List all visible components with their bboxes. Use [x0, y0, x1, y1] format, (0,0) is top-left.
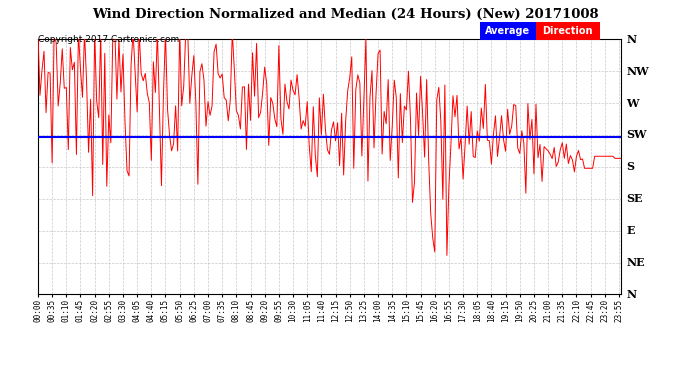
- Text: N: N: [627, 289, 637, 300]
- Text: N: N: [627, 34, 637, 45]
- Text: E: E: [627, 225, 635, 236]
- Text: NE: NE: [627, 257, 645, 268]
- Text: S: S: [627, 161, 635, 172]
- Text: W: W: [627, 98, 639, 109]
- Text: SE: SE: [627, 193, 643, 204]
- Text: Wind Direction Normalized and Median (24 Hours) (New) 20171008: Wind Direction Normalized and Median (24…: [92, 8, 598, 21]
- Text: Average: Average: [485, 26, 531, 36]
- Text: NW: NW: [627, 66, 649, 77]
- Text: Copyright 2017 Cartronics.com: Copyright 2017 Cartronics.com: [38, 34, 179, 44]
- Text: SW: SW: [627, 129, 647, 141]
- Text: Direction: Direction: [542, 26, 593, 36]
